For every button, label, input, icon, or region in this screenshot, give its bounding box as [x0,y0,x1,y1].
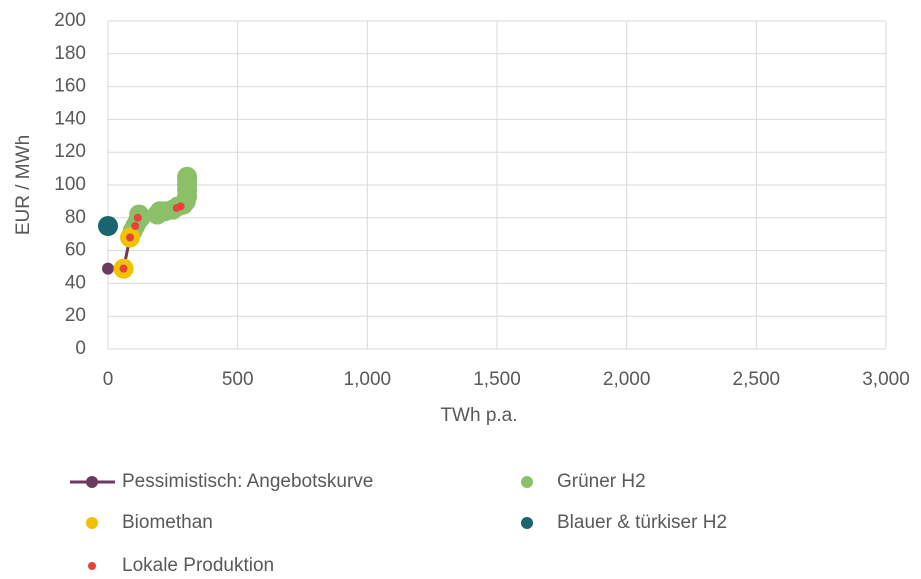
y-tick-label: 120 [54,141,86,162]
y-tick-label: 200 [54,10,86,31]
point [102,262,114,275]
legend-label: Biomethan [122,512,213,533]
x-tick-label: 3,000 [862,369,910,390]
y-tick-label: 180 [54,43,86,64]
legend-label: Grüner H2 [557,471,646,492]
x-tick-label: 1,000 [344,369,392,390]
y-axis-title: EUR / MWh [13,135,34,235]
legend-marker [88,562,96,570]
legend-marker [521,476,533,488]
point [126,233,135,242]
x-tick-label: 2,000 [603,369,651,390]
point [176,202,185,211]
y-tick-label: 0 [75,338,86,359]
legend-marker [86,517,98,529]
x-tick-label: 1,500 [473,369,521,390]
point [177,166,198,187]
y-tick-label: 60 [65,240,86,261]
legend-label: Pessimistisch: Angebotskurve [122,471,373,492]
x-tick-label: 2,500 [733,369,781,390]
x-axis-title: TWh p.a. [440,405,517,426]
point [119,264,128,273]
point [133,213,142,222]
y-tick-label: 20 [65,305,86,326]
y-tick-label: 160 [54,76,86,97]
y-tick-label: 40 [65,272,86,293]
legend-label: Lokale Produktion [122,555,274,576]
y-tick-label: 80 [65,207,86,228]
point [131,222,140,230]
y-tick-label: 140 [54,108,86,129]
point [98,216,118,236]
legend-label: Blauer & türkiser H2 [557,512,727,533]
x-tick-label: 500 [222,369,254,390]
legend-marker [86,476,98,488]
x-tick-label: 0 [103,369,114,390]
y-tick-label: 100 [54,174,86,195]
legend-marker [521,517,533,529]
